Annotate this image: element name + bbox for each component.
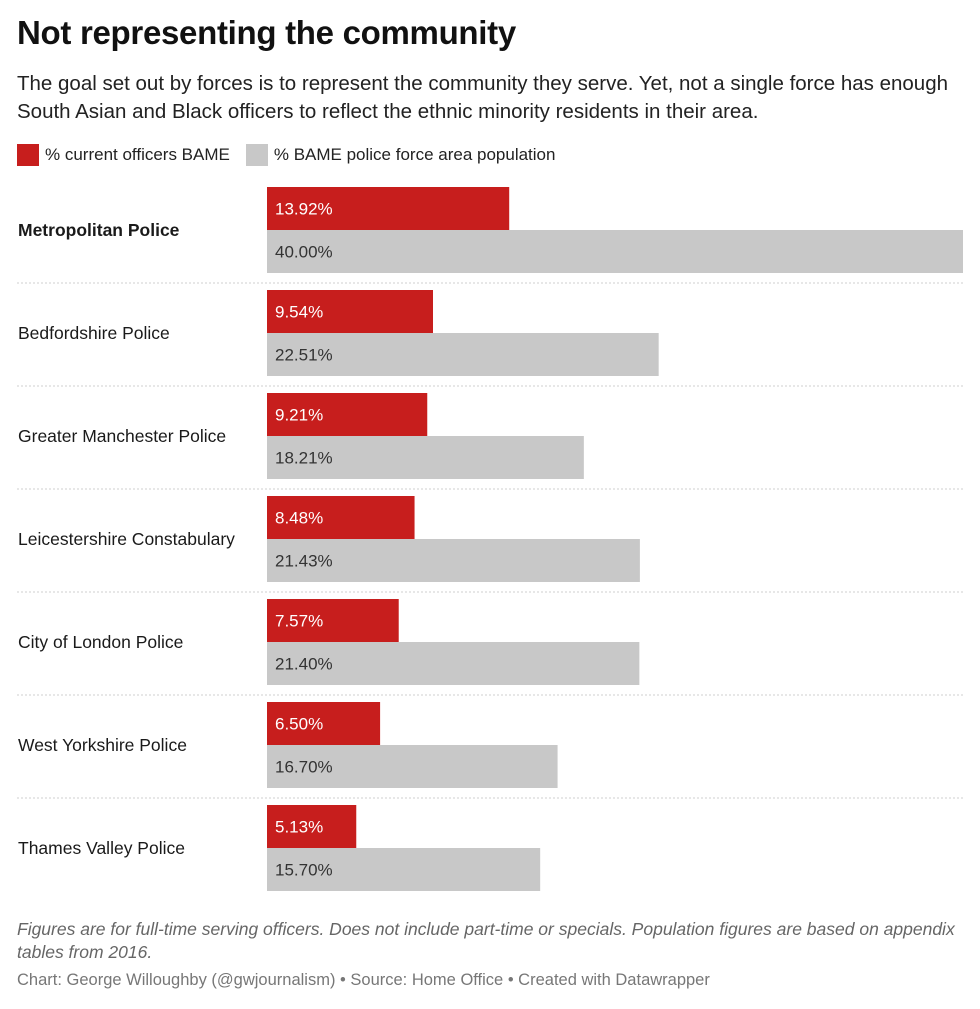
bar-officers-bedfordshire-police xyxy=(267,290,433,333)
bar-population-thames-valley-police xyxy=(267,848,541,891)
category-label-greater-manchester-police: Greater Manchester Police xyxy=(18,426,226,446)
bar-officers-city-of-london-police xyxy=(267,599,399,642)
bar-population-city-of-london-police xyxy=(267,642,640,685)
legend-item-officers: % current officers BAME xyxy=(17,144,230,166)
bar-officers-thames-valley-police xyxy=(267,805,357,848)
category-label-west-yorkshire-police: West Yorkshire Police xyxy=(18,735,187,755)
value-label-officers-thames-valley-police: 5.13% xyxy=(275,818,323,837)
bar-population-greater-manchester-police xyxy=(267,436,584,479)
legend-swatch-population xyxy=(245,144,268,166)
bar-population-metropolitan-police xyxy=(267,230,963,273)
value-label-population-leicestershire-constabulary: 21.43% xyxy=(275,552,333,571)
value-label-officers-greater-manchester-police: 9.21% xyxy=(275,406,323,425)
value-label-population-bedfordshire-police: 22.51% xyxy=(275,346,333,365)
legend-swatch-officers xyxy=(17,144,39,166)
value-label-population-metropolitan-police: 40.00% xyxy=(275,243,333,262)
legend-label-officers: % current officers BAME xyxy=(45,145,230,164)
value-label-population-west-yorkshire-police: 16.70% xyxy=(275,758,333,777)
chart-note: Figures are for full-time serving office… xyxy=(17,919,955,962)
legend-item-population: % BAME police force area population xyxy=(245,144,556,166)
bar-chart: Metropolitan Police 13.92% 40.00% Bedfordsh… xyxy=(17,187,963,891)
category-label-metropolitan-police: Metropolitan Police xyxy=(18,220,180,240)
value-label-officers-west-yorkshire-police: 6.50% xyxy=(275,715,323,734)
value-label-population-city-of-london-police: 21.40% xyxy=(275,655,333,674)
bar-population-leicestershire-constabulary xyxy=(267,539,640,582)
chart-subtitle: The goal set out by forces is to represe… xyxy=(17,72,949,123)
value-label-officers-leicestershire-constabulary: 8.48% xyxy=(275,509,323,528)
bar-officers-leicestershire-constabulary xyxy=(267,496,415,539)
value-label-officers-bedfordshire-police: 9.54% xyxy=(275,303,323,322)
bar-officers-west-yorkshire-police xyxy=(267,702,381,745)
value-label-officers-city-of-london-police: 7.57% xyxy=(275,612,323,631)
chart-title: Not representing the community xyxy=(17,14,516,51)
value-label-officers-metropolitan-police: 13.92% xyxy=(275,200,333,219)
category-label-leicestershire-constabulary: Leicestershire Constabulary xyxy=(18,529,235,549)
bar-population-west-yorkshire-police xyxy=(267,745,558,788)
bar-officers-greater-manchester-police xyxy=(267,393,428,436)
legend-label-population: % BAME police force area population xyxy=(273,145,556,164)
bar-population-bedfordshire-police xyxy=(267,333,659,376)
chart-credit: Chart: George Willoughby (@gwjournalism)… xyxy=(17,971,710,989)
value-label-population-greater-manchester-police: 18.21% xyxy=(275,449,333,468)
legend: % current officers BAME % BAME police fo… xyxy=(17,144,571,166)
bar-officers-metropolitan-police xyxy=(267,187,510,230)
category-label-bedfordshire-police: Bedfordshire Police xyxy=(18,323,170,343)
value-label-population-thames-valley-police: 15.70% xyxy=(275,861,333,880)
category-label-city-of-london-police: City of London Police xyxy=(18,632,183,652)
category-label-thames-valley-police: Thames Valley Police xyxy=(18,838,185,858)
